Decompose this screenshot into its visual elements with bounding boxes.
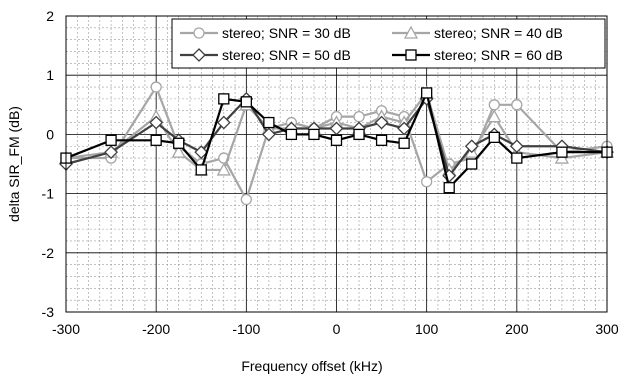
data-point	[308, 128, 320, 141]
data-point	[216, 162, 231, 176]
legend-item: stereo; SNR = 60 dB	[392, 47, 563, 63]
y-tick-label: -3	[42, 304, 55, 320]
legend-box	[171, 18, 606, 69]
data-point	[421, 87, 433, 99]
legend-marker	[405, 49, 417, 61]
data-point	[466, 158, 478, 170]
legend-item: stereo; SNR = 40 dB	[392, 25, 563, 41]
x-tick-label: 300	[595, 321, 619, 337]
data-point	[464, 139, 479, 154]
legend-item: stereo; SNR = 30 dB	[180, 25, 351, 41]
axes: -300 -200 -100 0 100 200 300 -3 -2 -1 0 1 2	[42, 8, 619, 337]
plot-border	[65, 15, 608, 313]
data-point	[150, 81, 162, 93]
data-point	[509, 139, 524, 154]
y-tick-label: 2	[46, 8, 54, 24]
data-point	[329, 121, 344, 136]
data-point	[105, 134, 117, 146]
data-point	[375, 134, 388, 146]
data-point	[240, 96, 252, 108]
data-point	[330, 134, 343, 146]
data-point	[150, 134, 162, 146]
y-tick-label: 0	[46, 126, 54, 142]
data-point	[398, 137, 410, 149]
data-point	[353, 128, 365, 141]
series-4	[60, 87, 613, 194]
data-point	[556, 146, 568, 158]
legend: stereo; SNR = 30 dB stereo; SNR = 40 dB st…	[171, 18, 606, 69]
data-point	[173, 137, 185, 149]
data-point	[488, 99, 500, 111]
data-point	[511, 152, 523, 164]
x-tick-label: 100	[415, 321, 439, 337]
data-point	[397, 121, 412, 136]
data-point	[511, 99, 523, 111]
legend-marker	[192, 48, 206, 62]
data-point	[194, 145, 209, 160]
x-axis-title: Frequency offset (kHz)	[241, 358, 382, 374]
data-point	[171, 144, 186, 158]
legend-label: stereo; SNR = 40 dB	[434, 25, 563, 41]
series-layer	[58, 81, 615, 206]
legend-label: stereo; SNR = 30 dB	[222, 25, 351, 41]
data-point	[218, 93, 230, 105]
legend-label: stereo; SNR = 60 dB	[434, 47, 563, 63]
data-point	[261, 127, 276, 142]
data-point	[149, 115, 164, 130]
data-point	[104, 145, 119, 160]
data-point	[443, 182, 455, 194]
data-point	[487, 109, 502, 123]
x-tick-label: 0	[333, 321, 341, 337]
x-tick-label: -300	[52, 321, 80, 337]
legend-marker	[193, 27, 205, 39]
x-tick-label: -200	[142, 321, 170, 337]
x-tick-label: 200	[505, 321, 529, 337]
data-point	[421, 176, 433, 188]
y-tick-label: -2	[42, 245, 55, 261]
data-point	[195, 164, 207, 176]
legend-label: stereo; SNR = 50 dB	[222, 47, 351, 63]
data-point	[374, 115, 389, 130]
data-point	[353, 110, 365, 123]
legend-item: stereo; SNR = 50 dB	[180, 47, 351, 63]
data-point	[216, 115, 231, 130]
data-point	[263, 116, 275, 129]
y-axis-title: delta SIR_FM (dB)	[6, 106, 22, 222]
legend-marker	[403, 25, 419, 39]
y-tick-label: 1	[46, 67, 54, 83]
y-tick-label: -1	[42, 186, 55, 202]
data-point	[285, 128, 298, 141]
x-tick-label: -100	[232, 321, 260, 337]
data-point	[488, 131, 500, 144]
data-point	[240, 193, 252, 206]
